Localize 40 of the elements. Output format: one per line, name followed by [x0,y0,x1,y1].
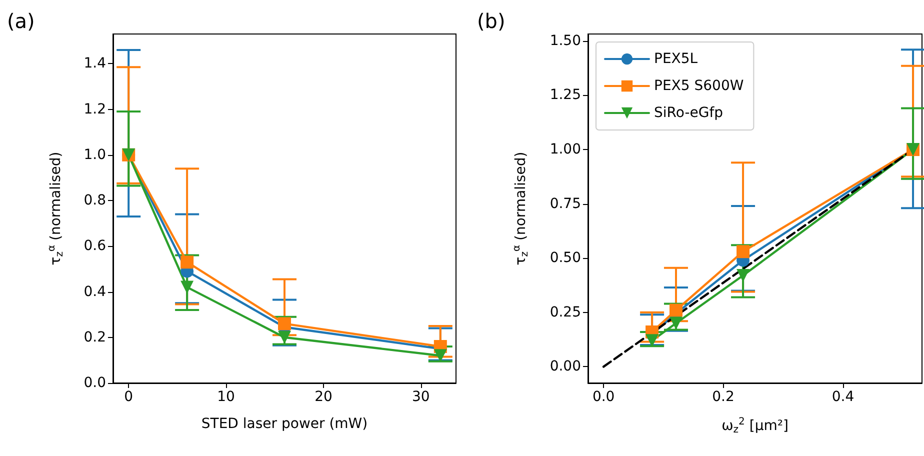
y-tick-label: 0.8 [84,192,106,209]
x-tick-label: 0.2 [712,389,734,405]
point [434,349,447,362]
y-tick-label: 1.25 [550,87,581,104]
y-tick-label: 0.4 [84,284,106,300]
legend-label: PEX5 S600W [654,78,744,94]
point [736,269,750,282]
point [180,280,194,294]
y-axis-title: τzα (normalised) [46,152,66,266]
point [736,245,750,258]
point [278,330,291,344]
point [180,256,194,269]
legend-label: PEX5L [654,51,698,67]
y-tick-label: 0.75 [550,196,581,212]
x-tick-label: 20 [314,389,332,405]
chart-title: (b) [477,9,506,33]
chart-title: (a) [7,9,35,33]
y-tick-label: 0.00 [550,358,581,375]
point [669,304,682,317]
point [646,334,659,348]
x-axis-title: STED laser power (mW) [201,416,368,432]
point [278,317,291,330]
y-tick-label: 1.0 [84,146,106,163]
y-tick-label: 0.0 [84,375,106,391]
x-tick-label: 0.0 [592,389,615,405]
point [669,316,682,330]
x-tick-label: 30 [412,389,430,405]
legend-label: SiRo-eGfp [654,105,724,121]
x-tick-label: 0 [124,389,134,405]
y-tick-label: 0.25 [550,304,581,320]
y-tick-label: 1.2 [84,101,106,118]
x-tick-label: 0.4 [832,389,854,405]
y-tick-label: 0.2 [84,329,106,346]
y-axis-title: τzα (normalised) [512,152,530,266]
y-tick-label: 1.00 [550,142,581,158]
y-tick-label: 0.6 [84,238,106,254]
x-tick-label: 10 [217,389,235,405]
y-tick-label: 1.50 [550,32,581,49]
y-tick-label: 1.4 [84,56,106,72]
y-tick-label: 0.50 [550,250,581,266]
